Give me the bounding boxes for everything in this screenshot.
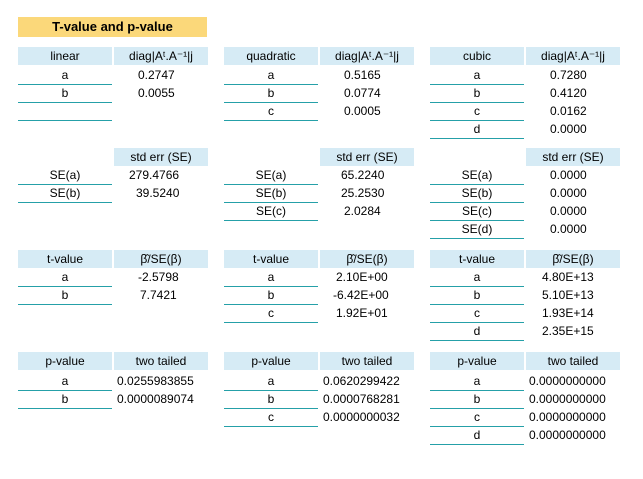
se-quadratic-value-c: 2.0284 (344, 204, 381, 218)
se-quadratic-value-b: 25.2530 (341, 186, 385, 200)
header-pvalue-quadratic: p-value (224, 352, 318, 370)
tvalue-linear-value-a: -2.5798 (138, 270, 179, 284)
pvalue-cubic-label-d: d (430, 427, 524, 445)
pvalue-linear-label-b: b (18, 391, 112, 409)
header-se-quadratic: std err (SE) (320, 148, 414, 166)
pvalue-cubic-value-d: 0.0000000000 (529, 428, 606, 442)
se-quadratic-label-b: SE(b) (224, 185, 318, 203)
pvalue-cubic-value-b: 0.0000000000 (529, 392, 606, 406)
pvalue-linear-label-a: a (18, 373, 112, 391)
se-quadratic-label-c: SE(c) (224, 203, 318, 221)
diag-cubic-label-d: d (430, 121, 524, 139)
pvalue-quadratic-value-b: 0.0000768281 (323, 392, 400, 406)
header-two-tailed-cubic: two tailed (526, 352, 620, 370)
header-diag-cubic: diag|Aᵗ.A⁻¹|j (526, 47, 620, 65)
tvalue-cubic-value-b: 5.10E+13 (542, 288, 594, 302)
tvalue-cubic-value-d: 2.35E+15 (542, 324, 594, 338)
se-cubic-label-c: SE(c) (430, 203, 524, 221)
diag-quadratic-value-b: 0.0774 (344, 86, 381, 100)
header-pvalue-cubic: p-value (430, 352, 524, 370)
pvalue-linear-value-b: 0.0000089074 (117, 392, 194, 406)
se-cubic-value-c: 0.0000 (550, 204, 587, 218)
tvalue-cubic-value-c: 1.93E+14 (542, 306, 594, 320)
diag-cubic-value-c: 0.0162 (550, 104, 587, 118)
tvalue-quadratic-value-b: -6.42E+00 (333, 288, 389, 302)
se-linear-value-b: 39.5240 (136, 186, 180, 200)
diag-linear-empty-row (18, 103, 112, 121)
pvalue-quadratic-label-b: b (224, 391, 318, 409)
tvalue-cubic-label-d: d (430, 323, 524, 341)
tvalue-linear-label-a: a (18, 269, 112, 287)
header-pvalue-linear: p-value (18, 352, 112, 370)
pvalue-quadratic-value-c: 0.0000000032 (323, 410, 400, 424)
diag-linear-value-b: 0.0055 (138, 86, 175, 100)
se-cubic-label-b: SE(b) (430, 185, 524, 203)
pvalue-cubic-value-a: 0.0000000000 (529, 374, 606, 388)
pvalue-linear-value-a: 0.0255983855 (117, 374, 194, 388)
header-linear: linear (18, 47, 112, 65)
se-linear-label-a: SE(a) (18, 167, 112, 185)
header-tvalue-cubic: t-value (430, 250, 524, 268)
header-se-linear: std err (SE) (114, 148, 208, 166)
header-beta-se-quadratic: β̂/SE(β) (320, 250, 414, 268)
header-diag-linear: diag|Aᵗ.A⁻¹|j (114, 47, 208, 65)
diag-quadratic-value-c: 0.0005 (344, 104, 381, 118)
header-beta-se-linear: β̂/SE(β) (114, 250, 208, 268)
diag-linear-label-b: b (18, 85, 112, 103)
se-cubic-value-a: 0.0000 (550, 168, 587, 182)
tvalue-quadratic-label-c: c (224, 305, 318, 323)
header-tvalue-linear: t-value (18, 250, 112, 268)
diag-cubic-value-d: 0.0000 (550, 122, 587, 136)
diag-linear-label-a: a (18, 67, 112, 85)
diag-cubic-label-b: b (430, 85, 524, 103)
diag-quadratic-label-b: b (224, 85, 318, 103)
diag-cubic-value-b: 0.4120 (550, 86, 587, 100)
pvalue-quadratic-value-a: 0.0620299422 (323, 374, 400, 388)
pvalue-quadratic-label-c: c (224, 409, 318, 427)
pvalue-cubic-label-b: b (430, 391, 524, 409)
header-quadratic: quadratic (224, 47, 318, 65)
tvalue-quadratic-label-a: a (224, 269, 318, 287)
tvalue-cubic-label-a: a (430, 269, 524, 287)
header-tvalue-quadratic: t-value (224, 250, 318, 268)
tvalue-linear-label-b: b (18, 287, 112, 305)
se-cubic-value-b: 0.0000 (550, 186, 587, 200)
diag-quadratic-label-c: c (224, 103, 318, 121)
header-two-tailed-quadratic: two tailed (320, 352, 414, 370)
header-beta-se-cubic: β̂/SE(β) (526, 250, 620, 268)
tvalue-cubic-label-c: c (430, 305, 524, 323)
diag-cubic-label-c: c (430, 103, 524, 121)
tvalue-quadratic-label-b: b (224, 287, 318, 305)
header-cubic: cubic (430, 47, 524, 65)
pvalue-cubic-label-c: c (430, 409, 524, 427)
header-se-cubic: std err (SE) (526, 148, 620, 166)
se-linear-value-a: 279.4766 (129, 168, 180, 182)
se-quadratic-value-a: 65.2240 (341, 168, 385, 182)
se-linear-label-b: SE(b) (18, 185, 112, 203)
pvalue-cubic-value-c: 0.0000000000 (529, 410, 606, 424)
se-cubic-label-d: SE(d) (430, 221, 524, 239)
tvalue-cubic-label-b: b (430, 287, 524, 305)
tvalue-cubic-value-a: 4.80E+13 (542, 270, 594, 284)
diag-quadratic-value-a: 0.5165 (344, 68, 381, 82)
diag-cubic-label-a: a (430, 67, 524, 85)
diag-quadratic-label-a: a (224, 67, 318, 85)
tvalue-linear-value-b: 7.7421 (140, 288, 177, 302)
header-diag-quadratic: diag|Aᵗ.A⁻¹|j (320, 47, 414, 65)
diag-linear-value-a: 0.2747 (138, 68, 175, 82)
header-two-tailed-linear: two tailed (114, 352, 208, 370)
se-quadratic-label-a: SE(a) (224, 167, 318, 185)
sheet-title: T-value and p-value (18, 17, 207, 37)
pvalue-quadratic-label-a: a (224, 373, 318, 391)
se-cubic-value-d: 0.0000 (550, 222, 587, 236)
pvalue-cubic-label-a: a (430, 373, 524, 391)
tvalue-quadratic-value-c: 1.92E+01 (336, 306, 388, 320)
tvalue-quadratic-value-a: 2.10E+00 (336, 270, 388, 284)
diag-cubic-value-a: 0.7280 (550, 68, 587, 82)
se-cubic-label-a: SE(a) (430, 167, 524, 185)
